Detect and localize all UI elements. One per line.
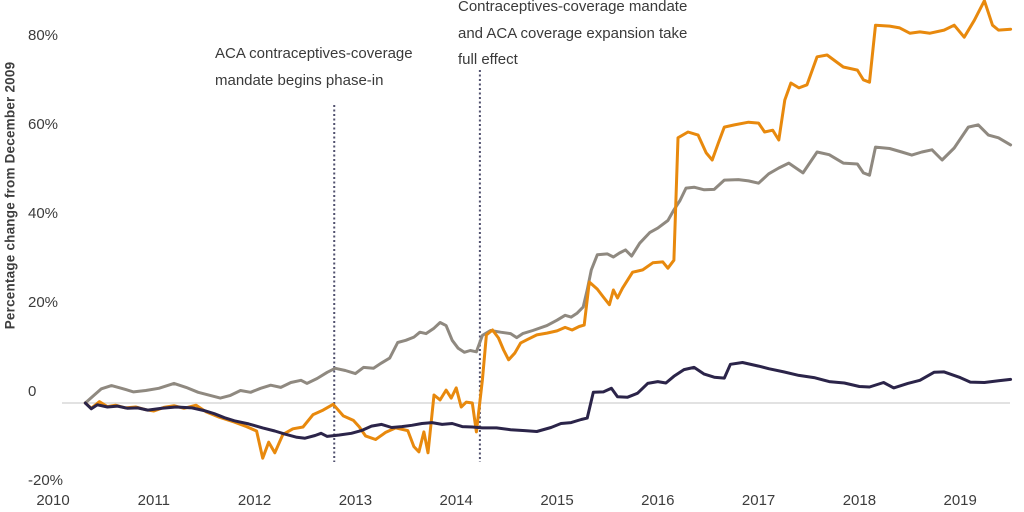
y-tick-label: 20% (28, 294, 58, 311)
gray-series-line (83, 123, 1013, 405)
y-tick-label: -20% (28, 472, 63, 489)
annotation-line: ACA contraceptives-coverage (215, 45, 413, 62)
x-tick-label: 2015 (540, 492, 573, 509)
x-tick-label: 2010 (36, 492, 69, 509)
x-tick-label: 2014 (440, 492, 473, 509)
y-tick-label: 40% (28, 205, 58, 222)
y-tick-label: 0 (28, 383, 36, 400)
x-tick-label: 2012 (238, 492, 271, 509)
annotation-line: mandate begins phase-in (215, 72, 384, 89)
x-tick-label: 2016 (641, 492, 674, 509)
x-tick-label: 2017 (742, 492, 775, 509)
annotation-full-effect: Contraceptives-coverage mandate and ACA … (458, 0, 687, 74)
y-tick-label: 60% (28, 116, 58, 133)
x-tick-label: 2011 (138, 492, 170, 509)
orange-series-line (83, 0, 1013, 460)
y-axis-title: Percentage change from December 2009 (2, 61, 18, 330)
x-tick-label: 2013 (339, 492, 372, 509)
annotation-line: full effect (458, 51, 518, 68)
annotation-mandate-phase-in: ACA contraceptives-coverage mandate begi… (215, 40, 413, 94)
annotation-line: and ACA coverage expansion take (458, 24, 688, 42)
annotation-line: Contraceptives-coverage mandate (458, 0, 688, 15)
y-tick-label: 80% (28, 27, 58, 44)
navy-series-line (83, 361, 1013, 440)
x-tick-label: 2019 (944, 492, 977, 509)
x-tick-label: 2018 (843, 492, 876, 509)
